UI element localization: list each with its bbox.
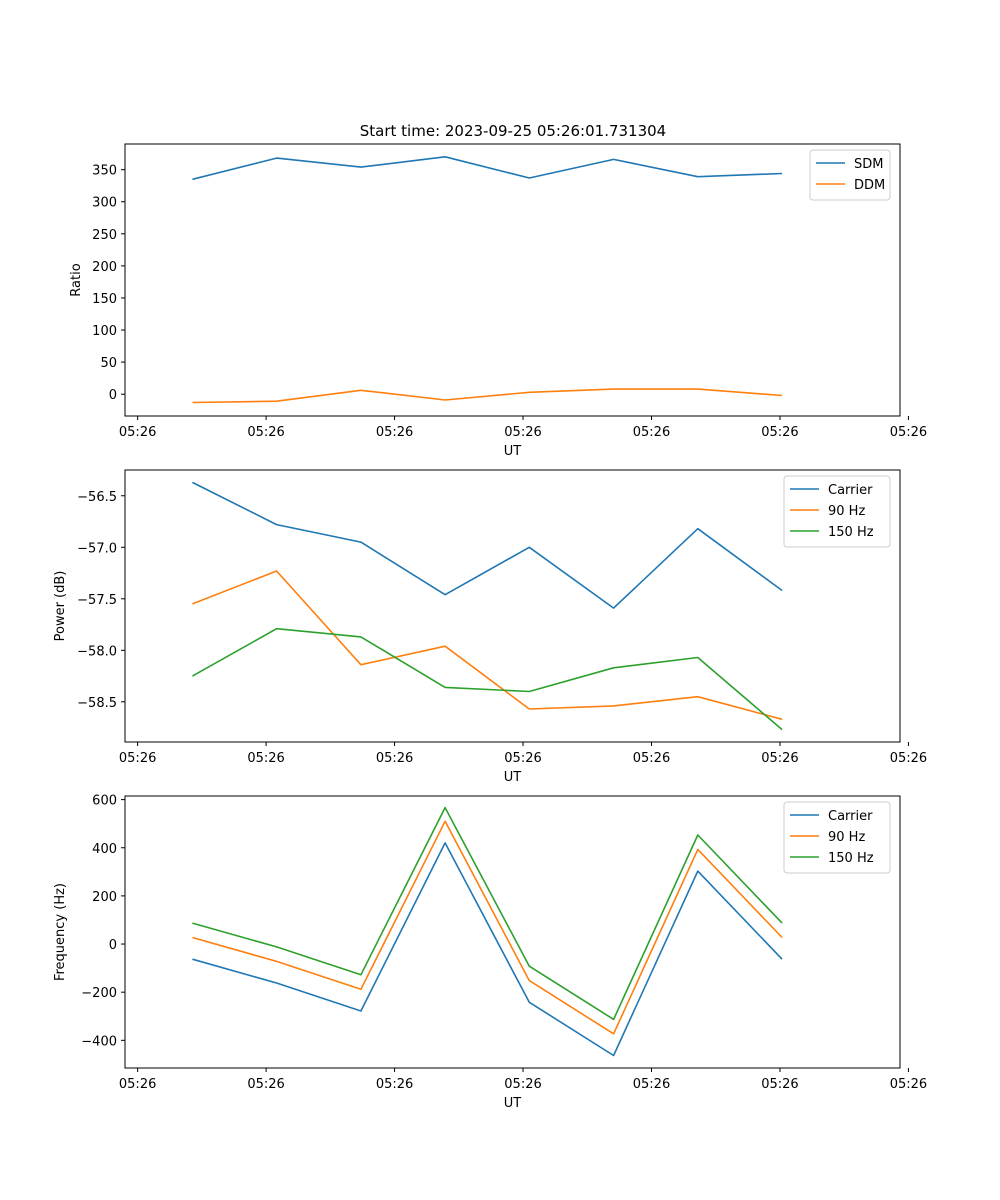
chart-2-legend-label: 150 Hz bbox=[828, 525, 874, 540]
chart-2-series-2-line bbox=[192, 570, 783, 721]
chart-3-x-tick-label: 05:26 bbox=[890, 1077, 927, 1092]
chart-1-x-tick-label: 05:26 bbox=[633, 425, 670, 440]
chart-3-x-axis-label: UT bbox=[504, 1096, 522, 1111]
chart-1-y-axis-label: Ratio bbox=[69, 263, 84, 296]
chart-2-x-axis-label: UT bbox=[504, 770, 522, 785]
chart-3-y-tick-label: 400 bbox=[92, 842, 117, 857]
chart-3-x-tick-label: 05:26 bbox=[761, 1077, 798, 1092]
chart-3-x-tick-label: 05:26 bbox=[504, 1077, 541, 1092]
chart-3-y-tick-label: 600 bbox=[92, 794, 117, 809]
chart-3-x-tick-label: 05:26 bbox=[119, 1077, 156, 1092]
chart-1-axes-frame bbox=[124, 143, 901, 417]
chart-1-x-tick-label: 05:26 bbox=[761, 425, 798, 440]
chart-3-y-axis-label: Frequency (Hz) bbox=[53, 883, 68, 981]
chart-3-series-2-line bbox=[192, 820, 783, 1035]
chart-2-x-tick-label: 05:26 bbox=[504, 751, 541, 766]
chart-1-group: 05:26 05:26 05:26 05:26 05:26 05:26 05:26 0 50 10… bbox=[69, 143, 927, 459]
chart-1-x-tick-label: 05:26 bbox=[119, 425, 156, 440]
chart-1-y-tick-label: 300 bbox=[92, 196, 117, 211]
chart-panels: 05:26 05:26 05:26 05:26 05:26 05:26 05:26 0 50 10… bbox=[53, 143, 927, 1111]
chart-3-legend-label: 150 Hz bbox=[828, 851, 874, 866]
chart-2-y-axis-label: Power (dB) bbox=[53, 571, 68, 642]
chart-2-x-tick-label: 05:26 bbox=[761, 751, 798, 766]
chart-3-y-tick-label: −400 bbox=[81, 1034, 117, 1049]
chart-1-x-axis-label: UT bbox=[504, 444, 522, 459]
chart-1-y-tick-label: 150 bbox=[92, 292, 117, 307]
chart-1-y-tick-label: 50 bbox=[100, 356, 117, 371]
chart-1-x-tick-label: 05:26 bbox=[376, 425, 413, 440]
chart-3-y-tick-label: 200 bbox=[92, 890, 117, 905]
chart-1-x-tick-label: 05:26 bbox=[247, 425, 284, 440]
chart-3-legend-label: Carrier bbox=[828, 809, 873, 824]
chart-3-series-1-line bbox=[192, 842, 783, 1057]
chart-2-series-3-line bbox=[192, 627, 783, 731]
chart-1-legend-label: DDM bbox=[854, 178, 885, 193]
chart-1-series-2-line bbox=[192, 388, 783, 404]
chart-2-axes-frame bbox=[124, 469, 901, 743]
chart-2-y-tick-label: −56.5 bbox=[77, 490, 117, 505]
chart-2-y-tick-label: −57.0 bbox=[77, 541, 117, 556]
chart-2-x-tick-label: 05:26 bbox=[247, 751, 284, 766]
chart-2-legend-box bbox=[783, 475, 891, 548]
chart-1-y-tick-label: 350 bbox=[92, 164, 117, 179]
chart-2-group: 05:26 05:26 05:26 05:26 05:26 05:26 05:26 −56.5… bbox=[53, 469, 927, 785]
chart-1-series-1-line bbox=[192, 156, 783, 181]
chart-2-x-tick-label: 05:26 bbox=[890, 751, 927, 766]
chart-3-series-3-line bbox=[192, 806, 783, 1021]
chart-3-legend-box bbox=[783, 801, 891, 874]
chart-2-x-tick-label: 05:26 bbox=[119, 751, 156, 766]
chart-1-y-tick-label: 200 bbox=[92, 260, 117, 275]
chart-2-y-tick-label: −58.5 bbox=[77, 696, 117, 711]
chart-1-x-tick-label: 05:26 bbox=[504, 425, 541, 440]
chart-1-y-tick-label: 100 bbox=[92, 324, 117, 339]
chart-2-y-tick-label: −57.5 bbox=[77, 593, 117, 608]
chart-3-axes-frame bbox=[124, 795, 901, 1069]
chart-1-y-tick-label: 0 bbox=[109, 388, 117, 403]
chart-1-x-tick-label: 05:26 bbox=[890, 425, 927, 440]
chart-2-x-tick-label: 05:26 bbox=[376, 751, 413, 766]
chart-3-group: 05:26 05:26 05:26 05:26 05:26 05:26 05:26 600 40… bbox=[53, 794, 927, 1111]
chart-3-y-tick-label: 0 bbox=[109, 938, 117, 953]
chart-2-legend-label: Carrier bbox=[828, 483, 873, 498]
chart-2-y-tick-label: −58.0 bbox=[77, 644, 117, 659]
figure-title: Start time: 2023-09-25 05:26:01.731304 bbox=[360, 122, 666, 140]
chart-3-legend-label: 90 Hz bbox=[828, 830, 865, 845]
chart-3-x-tick-label: 05:26 bbox=[376, 1077, 413, 1092]
chart-3-x-tick-label: 05:26 bbox=[633, 1077, 670, 1092]
chart-3-x-tick-label: 05:26 bbox=[247, 1077, 284, 1092]
chart-2-x-tick-label: 05:26 bbox=[633, 751, 670, 766]
chart-1-y-tick-label: 250 bbox=[92, 228, 117, 243]
chart-2-series-1-line bbox=[192, 481, 783, 609]
chart-3-y-tick-label: −200 bbox=[81, 986, 117, 1001]
chart-2-legend-label: 90 Hz bbox=[828, 504, 865, 519]
chart-1-legend-label: SDM bbox=[854, 157, 883, 172]
